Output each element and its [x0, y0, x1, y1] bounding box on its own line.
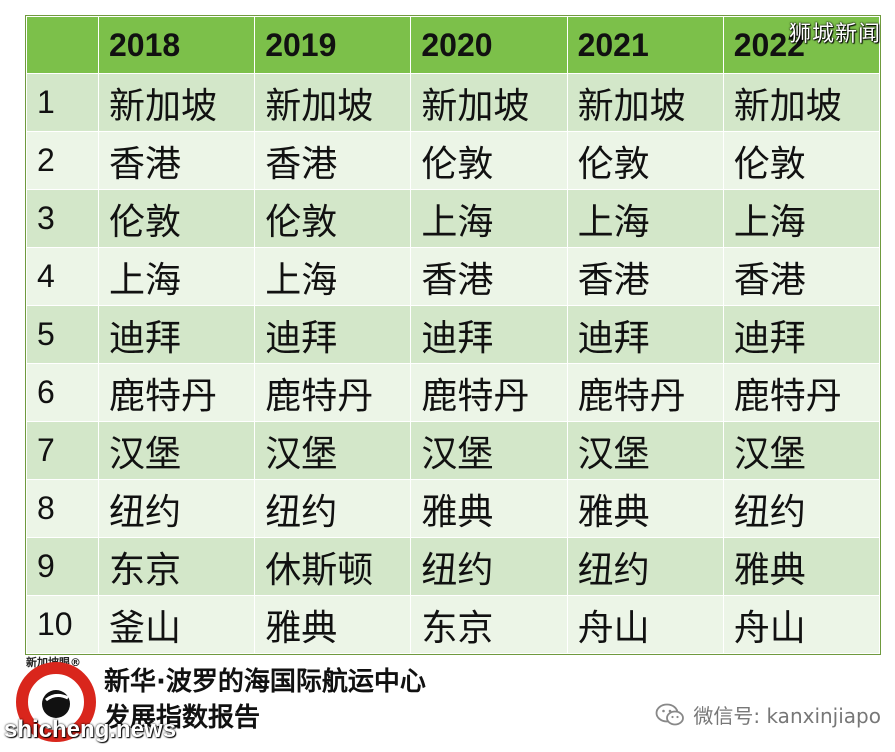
city-cell: 上海 [97, 247, 256, 306]
city-cell: 伦敦 [722, 131, 881, 190]
city-cell: 新加坡 [722, 73, 881, 132]
wechat-label: 微信号: kanxinjiapo [693, 704, 881, 728]
rank-cell: 6 [26, 363, 99, 422]
city-cell: 迪拜 [97, 305, 256, 364]
rank-cell: 1 [26, 73, 99, 132]
city-cell: 上海 [410, 189, 568, 248]
table-row: 1 新加坡 新加坡 新加坡 新加坡 新加坡 [26, 73, 881, 132]
city-cell: 上海 [254, 247, 412, 306]
city-cell: 上海 [722, 189, 881, 248]
city-cell: 鹿特丹 [566, 363, 724, 422]
city-cell: 东京 [410, 595, 568, 654]
table-row: 5 迪拜 迪拜 迪拜 迪拜 迪拜 [26, 305, 881, 364]
city-cell: 新加坡 [410, 73, 568, 132]
city-cell: 香港 [97, 131, 256, 190]
city-cell: 香港 [410, 247, 568, 306]
table-row: 3 伦敦 伦敦 上海 上海 上海 [26, 189, 881, 248]
wechat-icon [655, 702, 685, 728]
city-cell: 迪拜 [722, 305, 881, 364]
table-row: 6 鹿特丹 鹿特丹 鹿特丹 鹿特丹 鹿特丹 [26, 363, 881, 422]
city-cell: 纽约 [97, 479, 256, 538]
header-year: 2020 [410, 16, 568, 74]
city-cell: 纽约 [254, 479, 412, 538]
site-watermark: shicheng.news [4, 716, 177, 743]
city-cell: 汉堡 [566, 421, 724, 480]
city-cell: 伦敦 [254, 189, 412, 248]
city-cell: 香港 [566, 247, 724, 306]
city-cell: 雅典 [566, 479, 724, 538]
city-cell: 汉堡 [97, 421, 256, 480]
ranking-table: 2018 2019 2020 2021 2022 1 新加坡 新加坡 新加坡 新… [26, 16, 881, 654]
header-year: 2018 [97, 16, 256, 74]
ranking-table-container: 2018 2019 2020 2021 2022 1 新加坡 新加坡 新加坡 新… [25, 15, 881, 655]
city-cell: 鹿特丹 [254, 363, 412, 422]
header-year: 2019 [254, 16, 412, 74]
city-cell: 迪拜 [566, 305, 724, 364]
watermark-top-right: 狮城新闻 [788, 22, 881, 47]
rank-cell: 3 [26, 189, 99, 248]
city-cell: 香港 [722, 247, 881, 306]
city-cell: 伦敦 [566, 131, 724, 190]
city-cell: 新加坡 [566, 73, 724, 132]
table-row: 4 上海 上海 香港 香港 香港 [26, 247, 881, 306]
table-row: 2 香港 香港 伦敦 伦敦 伦敦 [26, 131, 881, 190]
table-row: 8 纽约 纽约 雅典 雅典 纽约 [26, 479, 881, 538]
city-cell: 新加坡 [97, 73, 256, 132]
city-cell: 迪拜 [254, 305, 412, 364]
city-cell: 汉堡 [254, 421, 412, 480]
report-title-line2: 发展指数报告 [104, 703, 261, 733]
city-cell: 雅典 [722, 537, 881, 596]
city-cell: 迪拜 [410, 305, 568, 364]
city-cell: 纽约 [410, 537, 568, 596]
city-cell: 休斯顿 [254, 537, 412, 596]
rank-cell: 10 [26, 595, 99, 654]
table-row: 9 东京 休斯顿 纽约 纽约 雅典 [26, 537, 881, 596]
city-cell: 舟山 [722, 595, 881, 654]
city-cell: 纽约 [722, 479, 881, 538]
city-cell: 汉堡 [722, 421, 881, 480]
rank-cell: 9 [26, 537, 99, 596]
report-title: 新华·波罗的海国际航运中心 发展指数报告 [104, 664, 426, 736]
city-cell: 釜山 [97, 595, 256, 654]
city-cell: 新加坡 [254, 73, 412, 132]
city-cell: 东京 [97, 537, 256, 596]
city-cell: 上海 [566, 189, 724, 248]
city-cell: 舟山 [566, 595, 724, 654]
table-header-row: 2018 2019 2020 2021 2022 [26, 16, 881, 74]
city-cell: 雅典 [254, 595, 412, 654]
city-cell: 伦敦 [410, 131, 568, 190]
header-year: 2022 [722, 16, 881, 74]
report-title-line1: 新华·波罗的海国际航运中心 [104, 667, 426, 697]
header-year: 2021 [566, 16, 724, 74]
eye-logo-icon [16, 662, 96, 742]
rank-cell: 5 [26, 305, 99, 364]
table-row: 7 汉堡 汉堡 汉堡 汉堡 汉堡 [26, 421, 881, 480]
city-cell: 鹿特丹 [97, 363, 256, 422]
rank-cell: 7 [26, 421, 99, 480]
city-cell: 鹿特丹 [722, 363, 881, 422]
header-rank [26, 16, 99, 74]
city-cell: 香港 [254, 131, 412, 190]
table-row: 10 釜山 雅典 东京 舟山 舟山 [26, 595, 881, 654]
city-cell: 伦敦 [97, 189, 256, 248]
city-cell: 鹿特丹 [410, 363, 568, 422]
rank-cell: 8 [26, 479, 99, 538]
rank-cell: 2 [26, 131, 99, 190]
city-cell: 纽约 [566, 537, 724, 596]
rank-cell: 4 [26, 247, 99, 306]
city-cell: 雅典 [410, 479, 568, 538]
wechat-account: 微信号: kanxinjiapo [655, 700, 881, 729]
city-cell: 汉堡 [410, 421, 568, 480]
